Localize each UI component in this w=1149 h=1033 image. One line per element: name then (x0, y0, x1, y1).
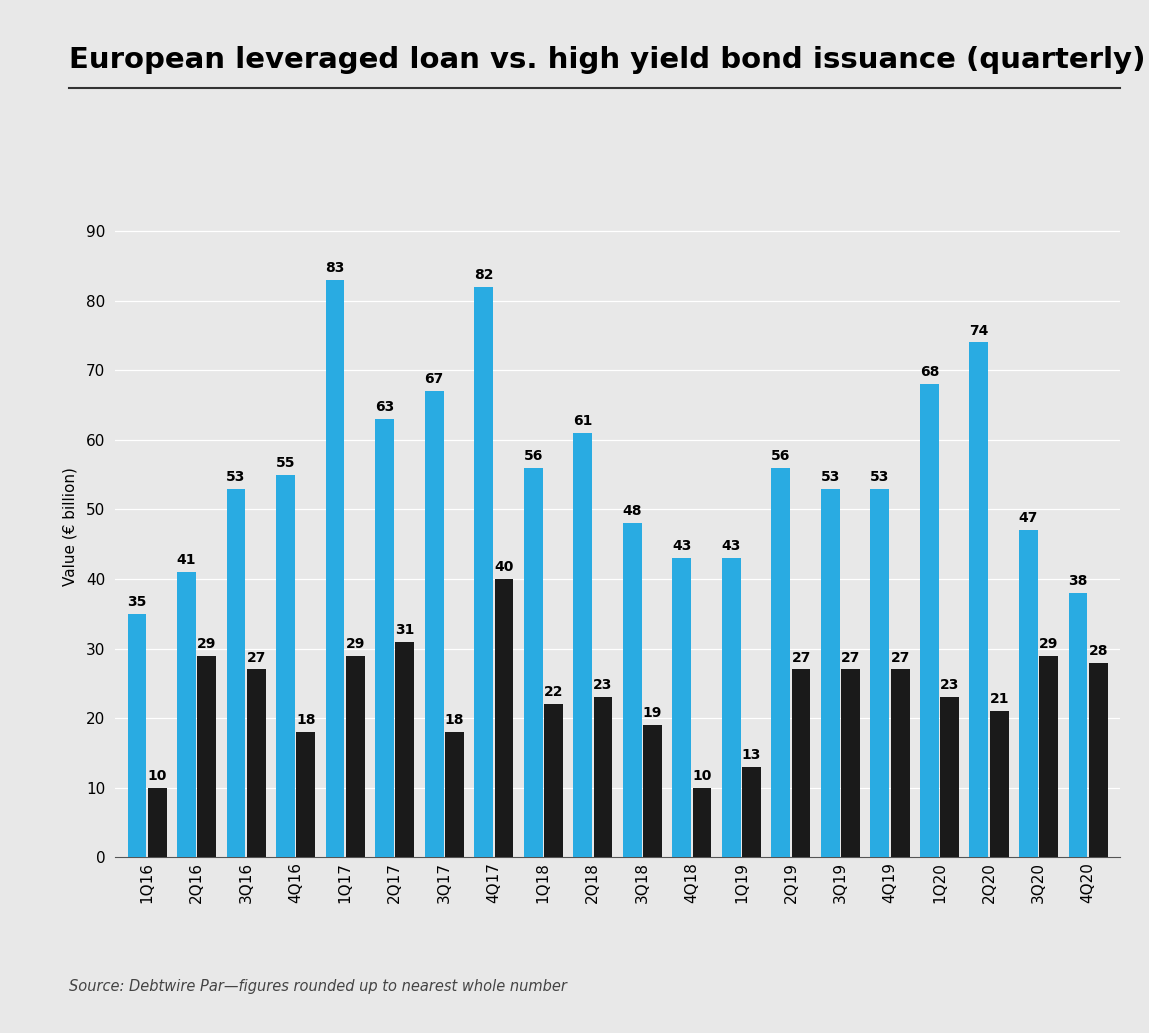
Bar (1069, 593, 1087, 857)
Text: 74: 74 (970, 323, 988, 338)
Bar (148, 788, 167, 857)
Text: 23: 23 (593, 679, 612, 692)
Bar (1040, 656, 1058, 857)
Text: 18: 18 (296, 713, 316, 727)
Text: 68: 68 (919, 366, 939, 379)
Text: European leveraged loan vs. high yield bond issuance (quarterly): European leveraged loan vs. high yield b… (69, 46, 1146, 74)
Bar (445, 732, 464, 857)
Bar (325, 280, 345, 857)
Bar (940, 697, 959, 857)
Bar (276, 474, 295, 857)
Bar (475, 287, 493, 857)
Bar (573, 433, 592, 857)
Text: 27: 27 (792, 651, 811, 664)
Text: 29: 29 (1039, 636, 1058, 651)
Bar (989, 712, 1009, 857)
Text: 43: 43 (722, 539, 741, 554)
Text: 29: 29 (198, 636, 216, 651)
Bar (198, 656, 216, 857)
Text: 43: 43 (672, 539, 692, 554)
Bar (693, 788, 711, 857)
Bar (623, 524, 641, 857)
Bar (920, 384, 939, 857)
Bar (792, 669, 810, 857)
Text: 29: 29 (346, 636, 365, 651)
Text: 21: 21 (989, 692, 1009, 707)
Bar (1089, 662, 1108, 857)
Bar (226, 489, 246, 857)
Bar (247, 669, 265, 857)
Text: 63: 63 (375, 400, 394, 414)
Bar (841, 669, 859, 857)
Bar (376, 419, 394, 857)
Text: 18: 18 (445, 713, 464, 727)
Text: 28: 28 (1088, 644, 1108, 658)
Bar (524, 468, 542, 857)
Text: 55: 55 (276, 456, 295, 470)
Text: 19: 19 (642, 707, 662, 720)
Text: Source: Debtwire Par—figures rounded up to nearest whole number: Source: Debtwire Par—figures rounded up … (69, 978, 566, 994)
Bar (771, 468, 791, 857)
Y-axis label: Value (€ billion): Value (€ billion) (62, 467, 77, 587)
Bar (177, 572, 195, 857)
Bar (871, 489, 889, 857)
Text: 61: 61 (573, 414, 593, 428)
Text: 31: 31 (395, 623, 415, 636)
Text: 23: 23 (940, 679, 959, 692)
Text: 27: 27 (841, 651, 861, 664)
Text: 53: 53 (226, 470, 246, 483)
Text: 22: 22 (543, 686, 563, 699)
Bar (494, 580, 514, 857)
Text: 35: 35 (128, 595, 147, 608)
Text: 41: 41 (177, 554, 196, 567)
Bar (128, 614, 146, 857)
Bar (543, 705, 563, 857)
Text: 27: 27 (247, 651, 265, 664)
Text: 10: 10 (693, 769, 711, 783)
Text: 67: 67 (424, 372, 444, 386)
Text: 47: 47 (1019, 511, 1038, 526)
Bar (970, 342, 988, 857)
Text: 13: 13 (742, 748, 762, 762)
Text: 10: 10 (147, 769, 167, 783)
Text: 48: 48 (623, 504, 642, 519)
Bar (820, 489, 840, 857)
Text: 40: 40 (494, 560, 514, 574)
Text: 82: 82 (473, 268, 493, 282)
Text: 27: 27 (890, 651, 910, 664)
Text: 83: 83 (325, 261, 345, 275)
Bar (425, 392, 444, 857)
Bar (722, 558, 741, 857)
Text: 38: 38 (1069, 574, 1088, 588)
Text: 53: 53 (820, 470, 840, 483)
Bar (296, 732, 315, 857)
Bar (1019, 530, 1038, 857)
Bar (395, 641, 415, 857)
Text: 56: 56 (524, 448, 542, 463)
Bar (742, 766, 761, 857)
Bar (594, 697, 612, 857)
Bar (643, 725, 662, 857)
Text: 56: 56 (771, 448, 791, 463)
Bar (346, 656, 364, 857)
Bar (672, 558, 692, 857)
Bar (890, 669, 910, 857)
Text: 53: 53 (870, 470, 889, 483)
